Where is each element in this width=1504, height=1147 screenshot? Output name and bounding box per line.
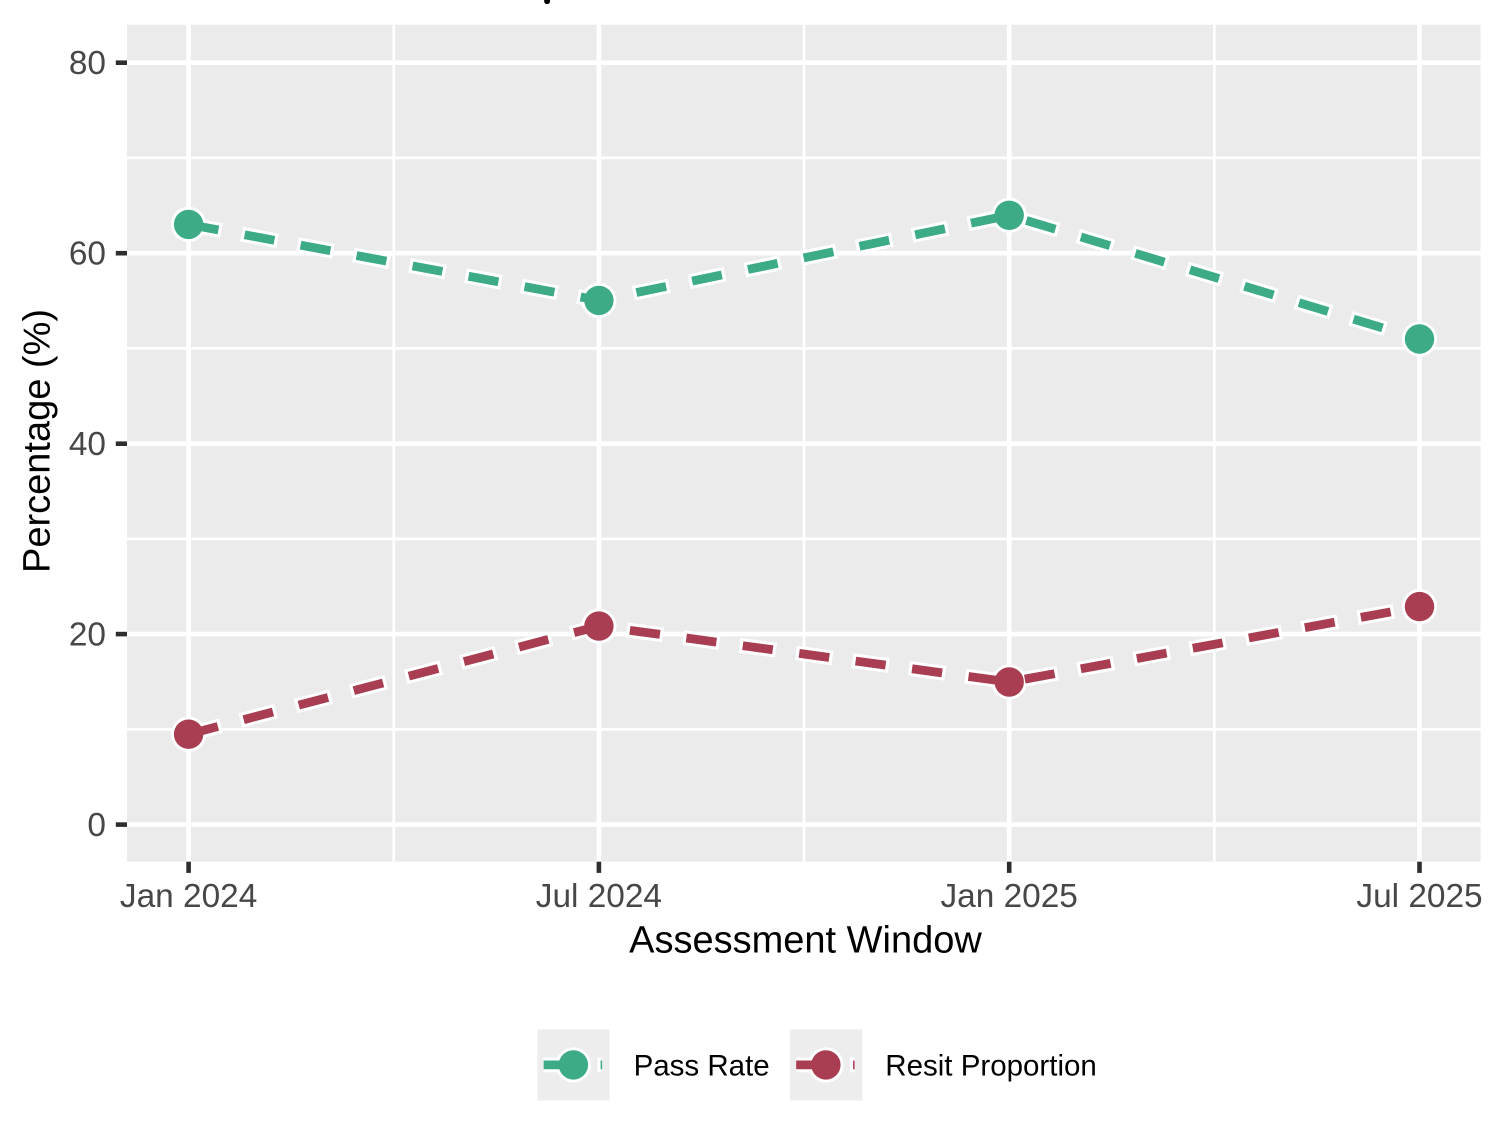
svg-text:80: 80 bbox=[69, 45, 106, 82]
svg-text:20: 20 bbox=[69, 617, 106, 654]
svg-text:0: 0 bbox=[87, 807, 106, 844]
svg-text:60: 60 bbox=[69, 236, 106, 273]
svg-text:Pass Rate: Pass Rate bbox=[634, 1050, 770, 1083]
svg-text:Percentage (%): Percentage (%) bbox=[17, 309, 59, 573]
svg-text:Jul 2024: Jul 2024 bbox=[536, 878, 662, 915]
svg-text:Assessment Window: Assessment Window bbox=[629, 920, 982, 962]
svg-text:Resit Proportion: Resit Proportion bbox=[885, 1050, 1097, 1083]
svg-text:Jan 2025: Jan 2025 bbox=[940, 878, 1077, 915]
svg-text:Jul 2025: Jul 2025 bbox=[1356, 878, 1482, 915]
svg-text:40: 40 bbox=[69, 426, 106, 463]
svg-text:Jan 2024: Jan 2024 bbox=[120, 878, 257, 915]
